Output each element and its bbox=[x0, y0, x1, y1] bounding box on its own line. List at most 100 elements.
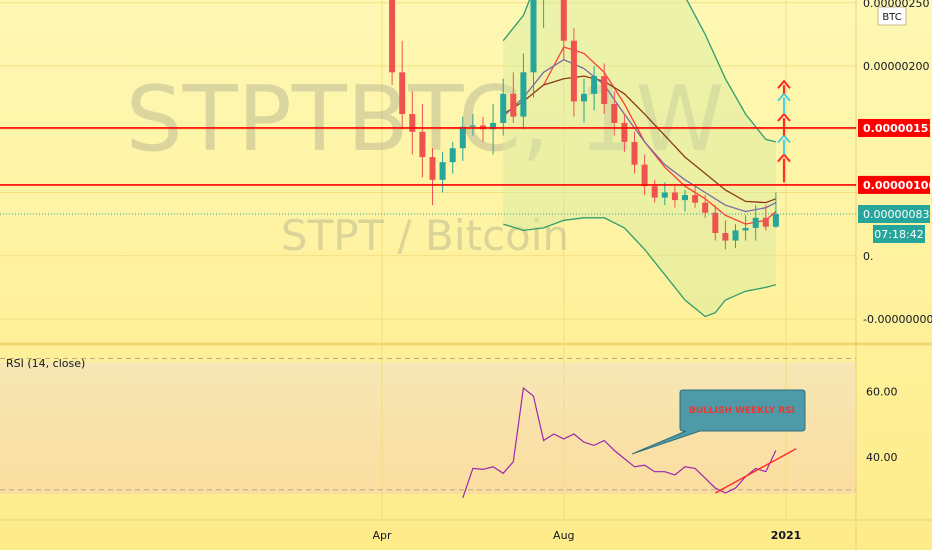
candle-body bbox=[772, 214, 779, 227]
candle-body bbox=[601, 76, 608, 104]
candle-body bbox=[439, 162, 446, 180]
candle-body bbox=[449, 148, 456, 163]
candle[interactable] bbox=[469, 114, 476, 136]
candle-body bbox=[752, 217, 759, 228]
candle-body bbox=[661, 192, 668, 198]
candle[interactable] bbox=[439, 152, 446, 193]
candle-body bbox=[389, 0, 396, 73]
candle[interactable] bbox=[631, 131, 638, 174]
price-tick-label: 0. bbox=[863, 250, 874, 263]
candle-body bbox=[651, 186, 658, 198]
moving-average-line bbox=[502, 58, 777, 213]
rsi-trendline[interactable] bbox=[714, 448, 797, 494]
level-price-badge bbox=[858, 175, 930, 194]
candle-body bbox=[631, 141, 638, 165]
candle-body bbox=[570, 40, 577, 102]
candle-body bbox=[399, 72, 406, 115]
current-price-badge bbox=[858, 205, 930, 224]
candle-body bbox=[591, 76, 598, 94]
bollinger-upper bbox=[502, 0, 777, 143]
level-price-badge bbox=[858, 118, 930, 137]
candle-body bbox=[560, 0, 567, 41]
candle[interactable] bbox=[641, 154, 648, 196]
rsi-tick-label: 60.00 bbox=[866, 385, 898, 398]
candle[interactable] bbox=[591, 66, 598, 111]
candle[interactable] bbox=[389, 0, 396, 85]
candle-body bbox=[621, 122, 628, 142]
candle[interactable] bbox=[671, 186, 678, 208]
candle[interactable] bbox=[419, 103, 426, 178]
candle-body bbox=[469, 125, 476, 127]
candle[interactable] bbox=[429, 148, 436, 206]
rsi-title: RSI (14, close) bbox=[6, 357, 85, 370]
candle[interactable] bbox=[541, 0, 547, 29]
time-tick-label: 2021 bbox=[771, 529, 802, 542]
candle[interactable] bbox=[772, 192, 779, 228]
candle[interactable] bbox=[651, 179, 658, 203]
candle[interactable] bbox=[560, 0, 567, 60]
candle-body bbox=[702, 202, 709, 213]
candle-body bbox=[459, 126, 466, 149]
moving-average-line bbox=[502, 75, 777, 204]
countdown-badge bbox=[873, 225, 925, 244]
candle[interactable] bbox=[459, 116, 466, 161]
currency-badge bbox=[877, 6, 907, 26]
current-price-label: 0.00000083 bbox=[863, 208, 929, 221]
candle[interactable] bbox=[712, 205, 719, 241]
countdown-label: 07:18:42 bbox=[874, 228, 923, 241]
price-tick-label: 0.00000250 bbox=[863, 0, 929, 10]
candle-body bbox=[692, 195, 699, 203]
level-price-label: 0.00000151 bbox=[863, 122, 932, 135]
candle[interactable] bbox=[752, 205, 759, 241]
currency-label: BTC bbox=[882, 12, 901, 23]
price-tick-label: 0.00000200 bbox=[863, 60, 929, 73]
candle[interactable] bbox=[601, 63, 608, 115]
candle-body bbox=[490, 122, 497, 130]
candle[interactable] bbox=[762, 205, 769, 231]
candle-body bbox=[762, 217, 769, 227]
candle-body bbox=[520, 72, 527, 117]
candle[interactable] bbox=[399, 40, 406, 130]
rsi-tick-label: 40.00 bbox=[866, 451, 898, 464]
candle-body bbox=[722, 232, 729, 241]
candle[interactable] bbox=[722, 220, 729, 250]
candle[interactable] bbox=[661, 182, 668, 206]
candle[interactable] bbox=[682, 189, 688, 212]
description-watermark: STPT / Bitcoin bbox=[281, 211, 569, 260]
candle-body bbox=[712, 212, 719, 233]
candle[interactable] bbox=[692, 186, 699, 208]
candle[interactable] bbox=[409, 91, 416, 155]
candle-body bbox=[742, 227, 749, 231]
candle-body bbox=[682, 195, 688, 201]
candle-body bbox=[500, 93, 507, 123]
candle[interactable] bbox=[510, 72, 517, 123]
candle-body bbox=[409, 114, 416, 132]
candle[interactable] bbox=[449, 141, 456, 174]
bollinger-lower bbox=[503, 217, 777, 318]
candle[interactable] bbox=[490, 103, 497, 155]
candle[interactable] bbox=[570, 28, 577, 117]
candle-body bbox=[530, 0, 537, 73]
candle[interactable] bbox=[581, 78, 587, 123]
rsi-callout[interactable] bbox=[631, 389, 806, 455]
candle[interactable] bbox=[520, 53, 527, 130]
candle-body bbox=[732, 230, 739, 241]
rsi-line[interactable] bbox=[462, 386, 777, 499]
candle[interactable] bbox=[732, 224, 739, 249]
level-price-label: 0.00000106 bbox=[863, 179, 932, 192]
time-tick-label: Apr bbox=[372, 529, 392, 542]
candle-body bbox=[429, 157, 436, 180]
price-tick-label: -0.00000000 bbox=[863, 313, 932, 326]
candle-body bbox=[641, 164, 648, 187]
candle[interactable] bbox=[500, 78, 507, 136]
candle[interactable] bbox=[530, 0, 537, 98]
candle[interactable] bbox=[621, 114, 628, 153]
candle-body bbox=[611, 103, 618, 123]
candle[interactable] bbox=[742, 215, 749, 241]
rsi-callout-text: BULLISH WEEKLY RSI bbox=[689, 406, 795, 416]
annotation-arrow-head bbox=[777, 79, 791, 89]
candle-body bbox=[671, 192, 678, 201]
time-tick-label: Aug bbox=[553, 529, 574, 542]
